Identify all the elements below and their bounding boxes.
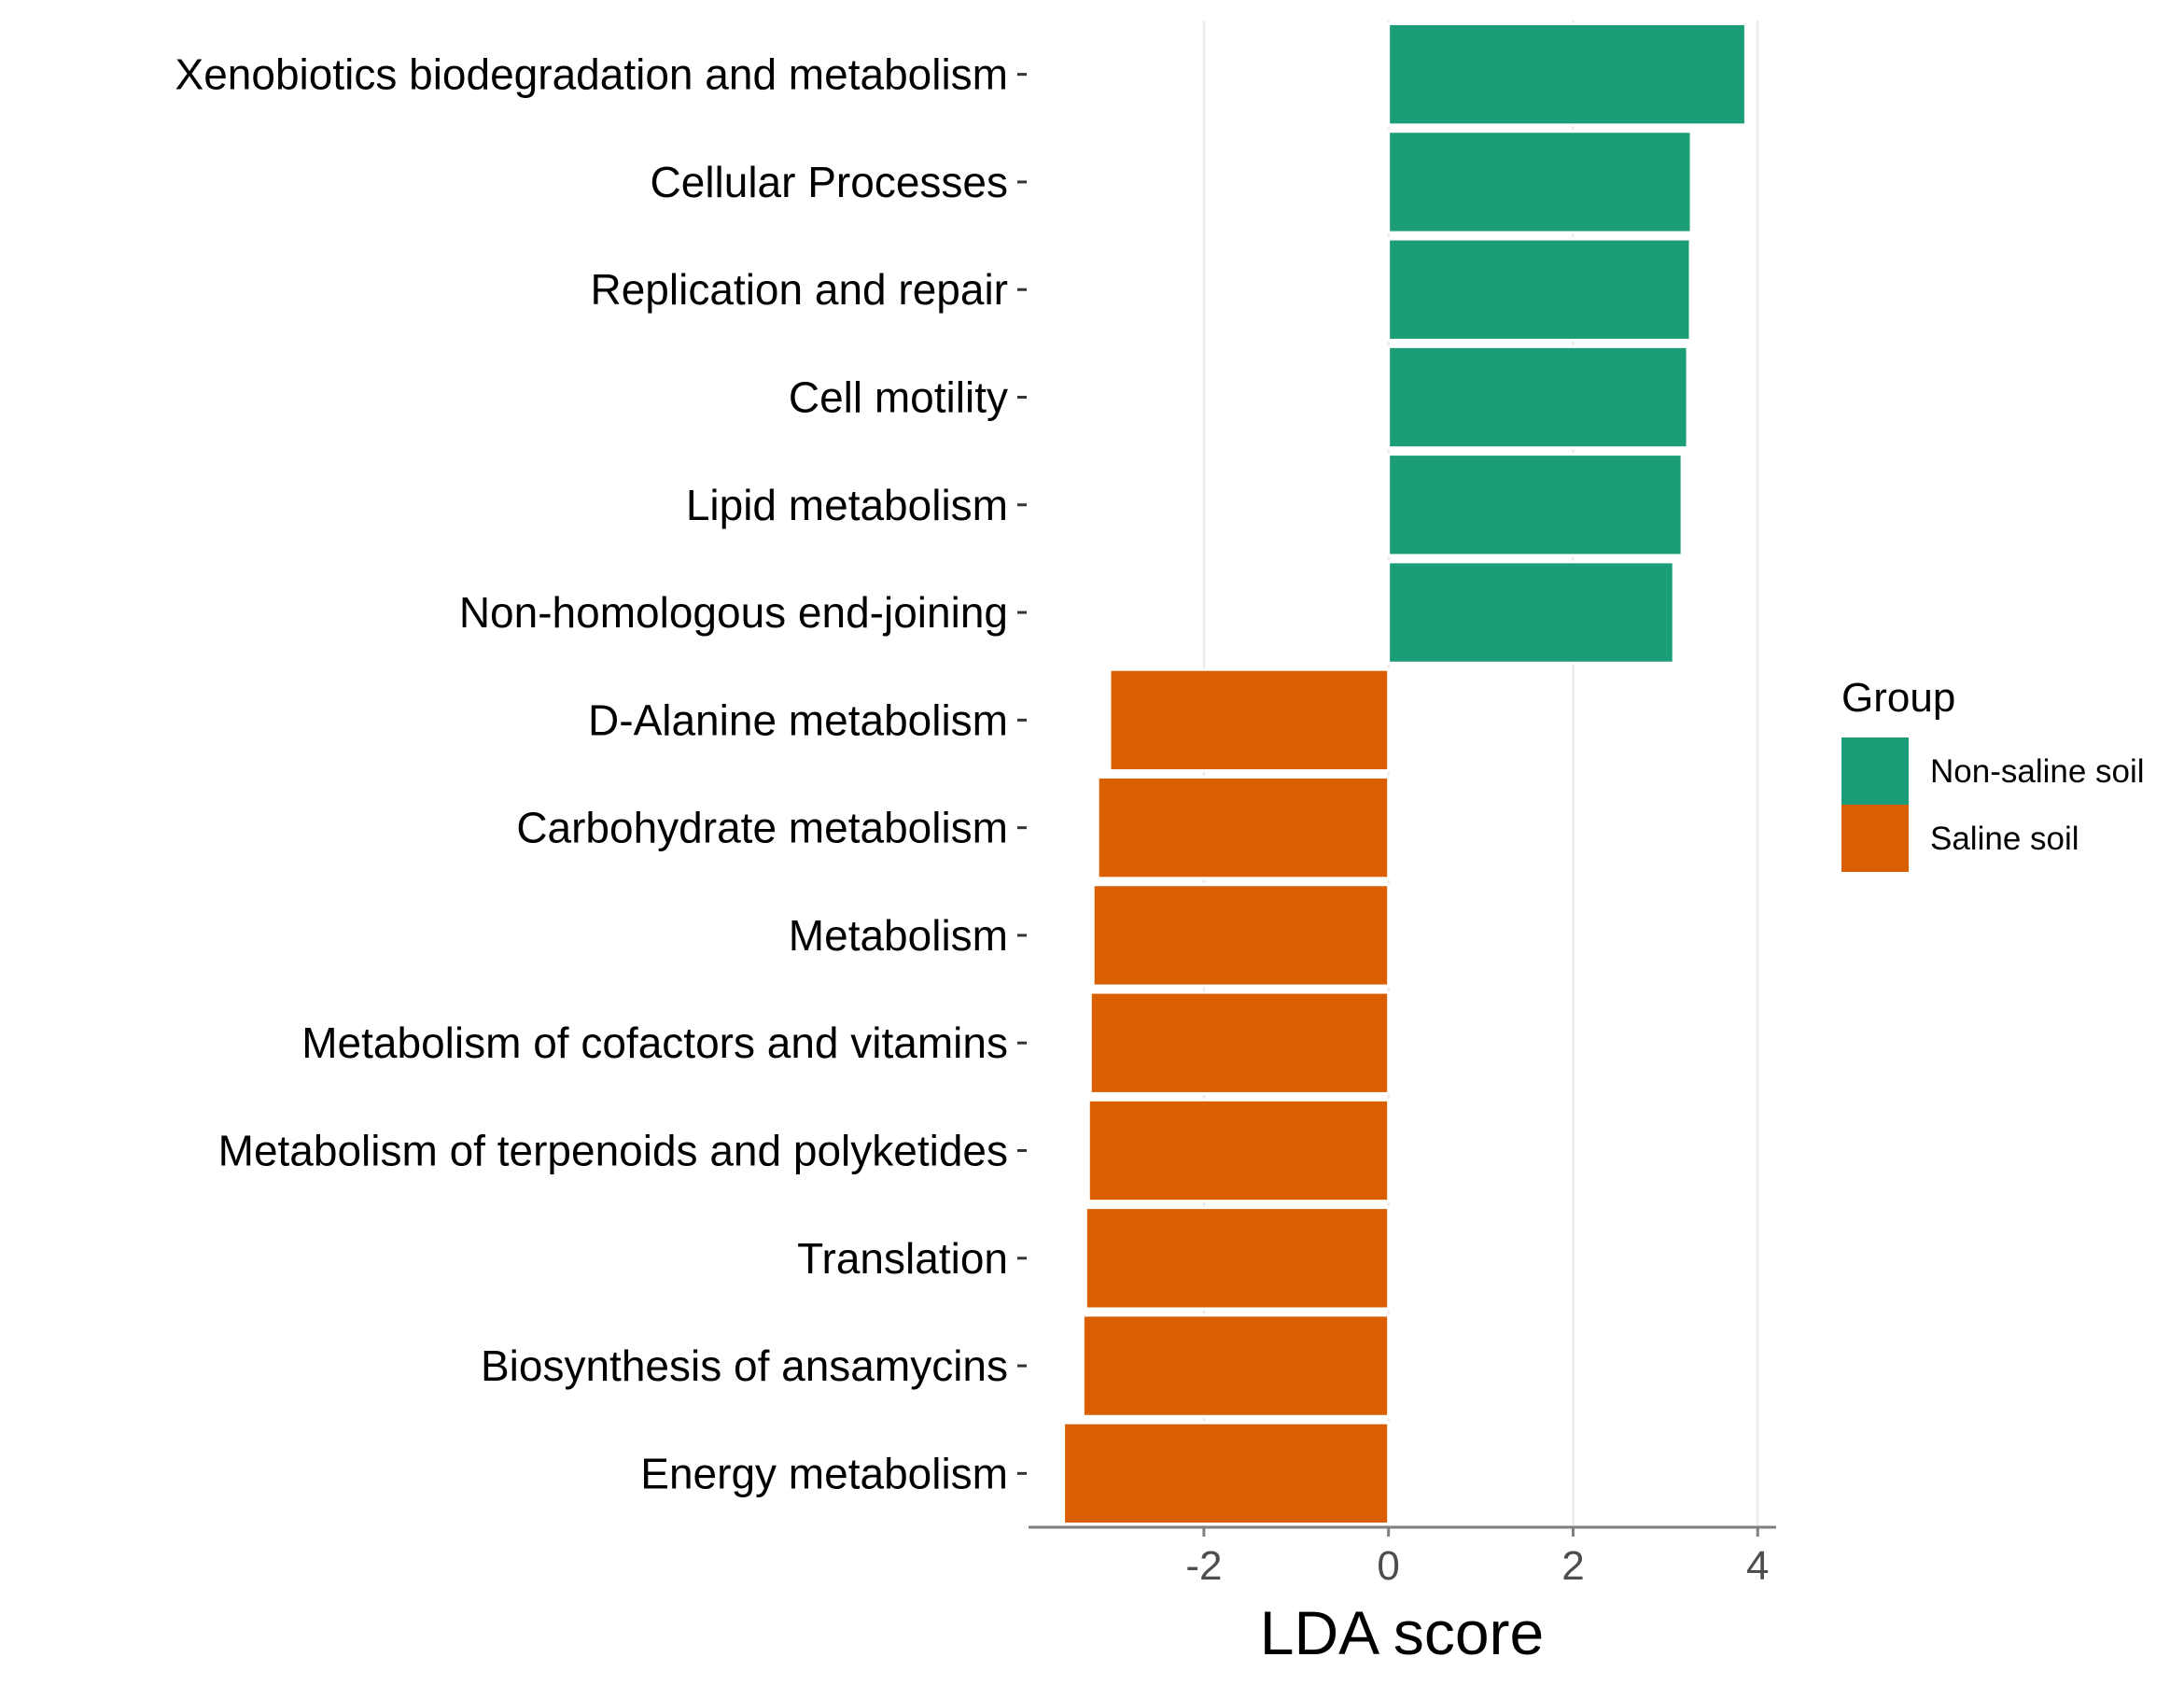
bar-3	[1387, 344, 1689, 450]
bar-8	[1091, 883, 1391, 988]
bar-12	[1081, 1313, 1391, 1418]
category-label-10: Metabolism of terpenoids and polyketides	[218, 1127, 1008, 1175]
bar-13	[1062, 1421, 1391, 1526]
bar-1	[1387, 130, 1693, 234]
bar-10	[1086, 1098, 1391, 1203]
legend-title: Group	[1841, 675, 1955, 721]
legend-swatch-1	[1841, 805, 1909, 872]
x-axis-title: LDA score	[1260, 1598, 1544, 1667]
x-tick-label-2: 2	[1561, 1543, 1584, 1589]
category-label-7: Carbohydrate metabolism	[516, 804, 1008, 852]
legend-label-1: Saline soil	[1930, 821, 2079, 857]
bar-2	[1387, 237, 1692, 342]
category-label-3: Cell motility	[789, 373, 1008, 422]
category-label-0: Xenobiotics biodegradation and metabolis…	[175, 50, 1008, 99]
bar-0	[1387, 21, 1747, 127]
bar-4	[1387, 453, 1684, 557]
x-tick-label-3: 4	[1746, 1543, 1769, 1589]
bar-7	[1096, 775, 1391, 880]
category-label-8: Metabolism	[789, 911, 1008, 960]
axis-layer: -2 0 2 4	[1029, 1525, 1776, 1589]
category-label-11: Translation	[797, 1234, 1008, 1283]
category-label-13: Energy metabolism	[640, 1449, 1008, 1497]
legend-label-0: Non-saline soil	[1930, 753, 2145, 790]
legend-swatch-0	[1841, 737, 1909, 805]
bar-9	[1088, 990, 1391, 1095]
category-label-1: Cellular Processes	[651, 158, 1008, 206]
x-tick-label-1: 0	[1377, 1543, 1399, 1589]
category-label-4: Lipid metabolism	[686, 481, 1008, 529]
x-tick-label-0: -2	[1185, 1543, 1222, 1589]
category-label-5: Non-homologous end-joining	[459, 588, 1008, 637]
category-label-6: D-Alanine metabolism	[588, 695, 1008, 744]
category-label-2: Replication and repair	[591, 265, 1009, 314]
bar-layer	[1062, 21, 1747, 1526]
bar-5	[1387, 560, 1675, 665]
category-label-12: Biosynthesis of ansamycins	[481, 1341, 1008, 1390]
bar-6	[1108, 667, 1391, 773]
label-layer: Xenobiotics biodegradation and metabolis…	[175, 50, 1027, 1497]
legend: Group Non-saline soil Saline soil	[1841, 675, 2145, 872]
category-label-9: Metabolism of cofactors and vitamins	[301, 1018, 1008, 1067]
bar-11	[1084, 1206, 1391, 1311]
